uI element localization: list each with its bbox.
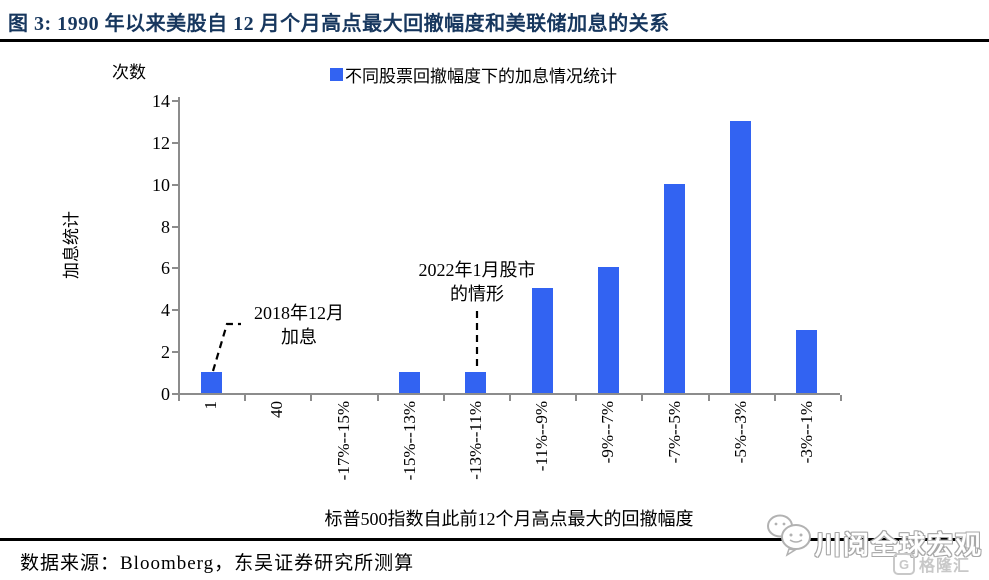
bar (664, 183, 685, 393)
x-tick-label: 1 (201, 401, 221, 410)
watermark-name: 川阅全球宏观 (815, 531, 984, 560)
legend-label: 不同股票回撤幅度下的加息情况统计 (345, 67, 617, 86)
bottom-divider (0, 538, 965, 541)
annotation-dashed-line (211, 322, 241, 372)
x-tick (773, 395, 776, 401)
x-tick (376, 395, 379, 401)
chat-bubbles-icon (767, 514, 811, 557)
bar (730, 120, 752, 393)
bar (399, 372, 421, 393)
x-axis-title: 标普500指数自此前12个月高点最大的回撤幅度 (324, 509, 694, 529)
x-tick-label: -17%--15% (333, 401, 353, 481)
figure-title: 图 3: 1990 年以来美股自 12 月个月高点最大回撤幅度和美联储加息的关系 (8, 13, 670, 35)
x-tick (707, 395, 710, 401)
x-axis-line (178, 393, 840, 395)
bar (531, 288, 553, 393)
x-tick (178, 395, 180, 401)
x-tick-label: -11%--9% (532, 401, 552, 472)
y-tick-label: 12 (152, 132, 170, 153)
y-axis-line (178, 97, 180, 395)
y-tick (172, 309, 178, 312)
y-tick (172, 141, 178, 144)
x-tick-label: -3%--1% (796, 401, 816, 464)
y-tick (172, 183, 178, 186)
watermark: 川阅全球宏观 G 格隆汇 (765, 512, 989, 578)
bar (200, 372, 222, 393)
y-unit-label: 次数 (112, 63, 146, 82)
y-tick-label: 0 (161, 384, 170, 404)
chart-legend: 不同股票回撤幅度下的加息情况统计 (330, 62, 617, 87)
y-tick (172, 393, 178, 395)
x-tick-label: -15%--13% (399, 401, 419, 481)
y-tick-label: 6 (161, 258, 170, 279)
glh-logo-icon: G (893, 553, 915, 575)
y-tick-label: 8 (161, 216, 170, 237)
glh-logo-text: 格隆汇 (919, 558, 971, 575)
legend-swatch-icon (330, 68, 343, 81)
annotation-text: 2018年12月 加息 (254, 303, 344, 347)
x-tick (244, 395, 247, 401)
y-tick (172, 351, 178, 354)
y-tick (172, 100, 178, 102)
x-tick-label: -7%--5% (664, 401, 684, 464)
x-tick-label: 40 (267, 401, 287, 418)
x-tick (310, 395, 313, 401)
x-tick-label: -5%--3% (730, 401, 750, 464)
y-tick (172, 225, 178, 228)
x-tick (641, 395, 644, 401)
x-tick-label: -13%--11% (465, 401, 485, 480)
annotation-text: 2022年1月股市 的情形 (418, 260, 536, 304)
glh-logo: G 格隆汇 (893, 552, 970, 576)
x-tick (509, 395, 511, 401)
x-tick (575, 395, 578, 401)
title-divider (0, 39, 989, 42)
y-tick-label: 10 (152, 174, 170, 195)
y-tick-label: 4 (161, 300, 170, 321)
y-tick-label: 14 (152, 91, 170, 111)
y-axis-title: 加息统计 (62, 211, 81, 279)
bar (597, 267, 619, 393)
x-tick (442, 395, 445, 401)
bar (796, 330, 818, 393)
bar (465, 372, 487, 393)
y-tick (172, 267, 178, 270)
x-tick-label: -9%--7% (598, 401, 618, 464)
x-tick (840, 395, 842, 401)
data-source-text: 数据来源：Bloomberg，东吴证券研究所测算 (20, 553, 415, 574)
y-tick-label: 2 (161, 342, 170, 363)
